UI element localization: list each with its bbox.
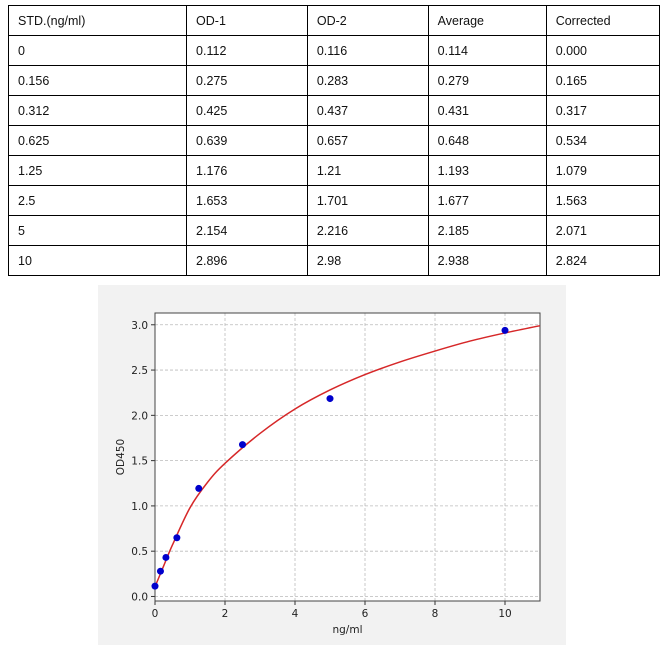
data-point — [151, 582, 159, 590]
table-row: 0.312 0.425 0.437 0.431 0.317 — [7, 95, 661, 126]
table-cell: 0.165 — [545, 65, 661, 96]
table-row: 5 2.154 2.216 2.185 2.071 — [7, 215, 661, 246]
table-cell: 0.156 — [7, 65, 188, 96]
table-cell: 1.176 — [186, 155, 308, 186]
table-cell: 2.938 — [427, 245, 547, 276]
standard-table: STD.(ng/ml) OD-1 OD-2 Average Corrected 0 0.11… — [7, 5, 661, 276]
table-cell: 1.21 — [306, 155, 429, 186]
table-cell: 0.275 — [186, 65, 308, 96]
table-cell: 0.000 — [545, 35, 661, 66]
y-tick-label: 0.0 — [131, 591, 148, 603]
table-cell: 1.563 — [545, 185, 661, 216]
table-cell: 2.896 — [186, 245, 308, 276]
table-cell: 1.25 — [7, 155, 188, 186]
header-row: STD.(ng/ml) OD-1 OD-2 Average Corrected — [7, 5, 661, 36]
plot-area — [155, 313, 540, 601]
table-cell: 2.216 — [306, 215, 429, 246]
table-cell: 0.648 — [427, 125, 547, 156]
table-cell: 0.317 — [545, 95, 661, 126]
table-cell: 0.116 — [306, 35, 429, 66]
table-row: 1.25 1.176 1.21 1.193 1.079 — [7, 155, 661, 186]
column-header: Average — [427, 5, 547, 36]
table-cell: 2.154 — [186, 215, 308, 246]
x-tick-label: 10 — [498, 608, 511, 620]
column-header: STD.(ng/ml) — [7, 5, 188, 36]
table-row: 10 2.896 2.98 2.938 2.824 — [7, 245, 661, 276]
table-cell: 1.079 — [545, 155, 661, 186]
data-point — [239, 441, 246, 449]
table-row: 0.156 0.275 0.283 0.279 0.165 — [7, 65, 661, 96]
table-cell: 0.625 — [7, 125, 188, 156]
table-cell: 0.431 — [427, 95, 547, 126]
x-tick-label: 2 — [222, 608, 229, 620]
table-cell: 10 — [7, 245, 188, 276]
y-tick-label: 1.0 — [131, 501, 148, 513]
y-tick-label: 3.0 — [131, 320, 148, 332]
table-row: 0.625 0.639 0.657 0.648 0.534 — [7, 125, 661, 156]
table-cell: 0.114 — [427, 35, 547, 66]
data-point — [156, 567, 164, 575]
column-header: OD-2 — [306, 5, 429, 36]
x-tick-label: 6 — [362, 608, 369, 620]
y-axis-label: OD450 — [115, 439, 127, 475]
table-cell: 0.639 — [186, 125, 308, 156]
data-point — [326, 395, 334, 403]
table-cell: 0.279 — [427, 65, 547, 96]
x-tick-label: 0 — [152, 608, 159, 620]
axes-frame — [154, 312, 541, 602]
x-axis-label: ng/ml — [332, 624, 362, 636]
table-cell: 0.425 — [186, 95, 308, 126]
table-cell: 0.657 — [306, 125, 429, 156]
table-cell: 5 — [7, 215, 188, 246]
table-cell: 0.437 — [306, 95, 429, 126]
table-cell: 2.824 — [545, 245, 661, 276]
y-tick-label: 2.5 — [131, 365, 148, 377]
y-tick-label: 0.5 — [131, 546, 148, 558]
table-cell: 1.193 — [427, 155, 547, 186]
data-point — [501, 326, 509, 334]
table-cell: 2.5 — [7, 185, 188, 216]
table-cell: 0.112 — [186, 35, 308, 66]
table-cell: 0.534 — [545, 125, 661, 156]
table-cell: 1.677 — [427, 185, 547, 216]
table-row: 2.5 1.653 1.701 1.677 1.563 — [7, 185, 661, 216]
column-header: OD-1 — [186, 5, 308, 36]
y-tick-label: 2.0 — [131, 410, 148, 422]
data-point — [162, 553, 170, 561]
data-point — [173, 534, 181, 542]
column-header: Corrected — [545, 5, 661, 36]
table-cell: 1.701 — [306, 185, 429, 216]
table-cell: 0.312 — [7, 95, 188, 126]
table-cell: 2.185 — [427, 215, 547, 246]
standard-curve-chart: 0 2 4 6 8 10 0.0 0.5 1.0 1.5 2.0 2.5 3.0 ng/ml OD450 — [98, 285, 566, 645]
table-cell: 0 — [7, 35, 188, 66]
y-tick-label: 1.5 — [131, 456, 148, 468]
data-point — [195, 484, 203, 492]
table-cell: 2.071 — [545, 215, 661, 246]
table-cell: 2.98 — [306, 245, 429, 276]
table-cell: 0.283 — [306, 65, 429, 96]
x-tick-label: 4 — [292, 608, 299, 620]
x-tick-label: 8 — [432, 608, 439, 620]
table-row: 0 0.112 0.116 0.114 0.000 — [7, 35, 661, 66]
table-cell: 1.653 — [186, 185, 308, 216]
